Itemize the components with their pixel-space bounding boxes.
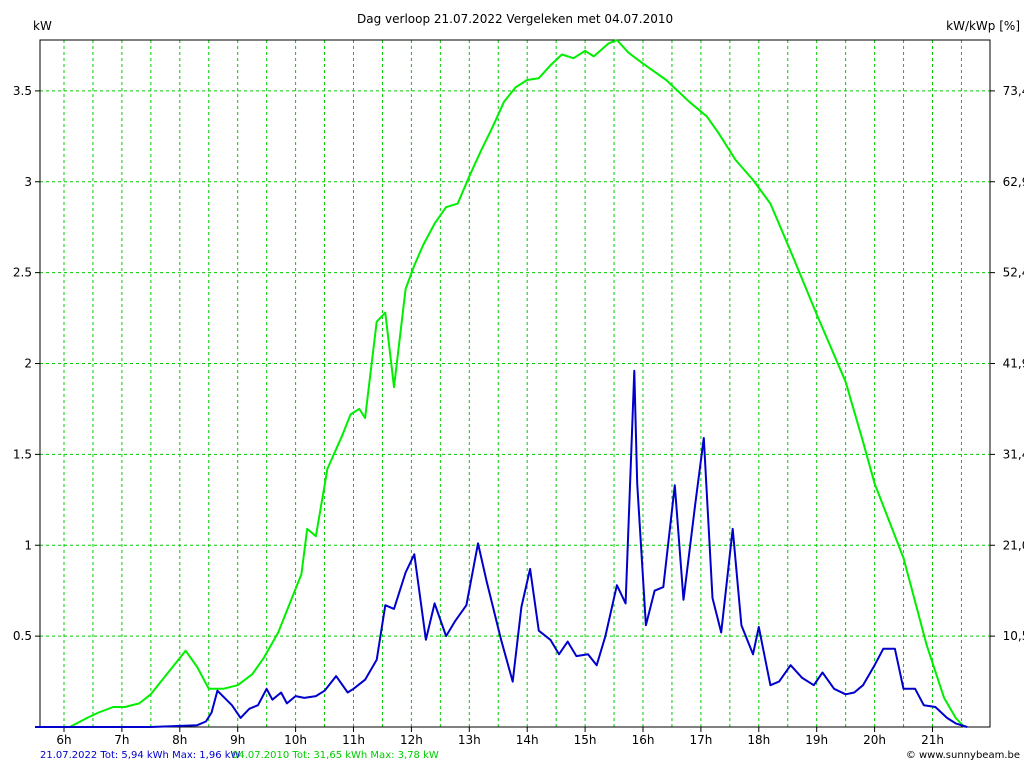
x-tick-label: 9h (230, 733, 245, 747)
chart-title: Dag verloop 21.07.2022 Vergeleken met 04… (357, 12, 674, 26)
x-tick-label: 11h (342, 733, 365, 747)
x-tick-label: 20h (863, 733, 886, 747)
right-axis-unit: kW/kWp [%] (946, 19, 1020, 33)
footer-green-stats: 04.07.2010 Tot: 31,65 kWh Max: 3,78 kW (232, 750, 439, 761)
x-tick-label: 18h (747, 733, 770, 747)
left-tick-label: 1.5 (13, 447, 32, 461)
left-tick-label: 0.5 (13, 629, 32, 643)
x-tick-label: 10h (284, 733, 307, 747)
right-tick-label: 41,9 (1003, 357, 1024, 371)
x-tick-label: 13h (458, 733, 481, 747)
x-tick-label: 8h (172, 733, 187, 747)
grid-lines (40, 40, 990, 727)
plot-border (39, 39, 991, 728)
left-tick-label: 3 (24, 175, 32, 189)
footer-site: © www.sunnybeam.be (905, 750, 1020, 761)
x-tick-label: 19h (805, 733, 828, 747)
x-tick-label: 12h (400, 733, 423, 747)
plot-area (40, 40, 990, 727)
x-tick-label: 21h (921, 733, 944, 747)
left-tick-label: 2.5 (13, 266, 32, 280)
x-axis-ticks: 6h 7h 8h 9h 10h 11h 12h 13h 14h 15h 16h 17h 18h 19h 20… (56, 727, 944, 747)
right-tick-label: 31,4 (1003, 447, 1024, 461)
x-tick-label: 7h (114, 733, 129, 747)
series-line-1 (35, 369, 968, 728)
x-tick-label: 17h (689, 733, 712, 747)
x-tick-label: 6h (56, 733, 71, 747)
left-axis-ticks: 0.5 1 1.5 2 2.5 3 3.5 (13, 84, 40, 643)
footer-blue-stats: 21.07.2022 Tot: 5,94 kWh Max: 1,96 kW (40, 750, 241, 761)
left-tick-label: 2 (24, 357, 32, 371)
x-tick-label: 15h (574, 733, 597, 747)
x-tick-label: 16h (632, 733, 655, 747)
series-line-0 (35, 39, 966, 728)
series-lines (35, 39, 968, 728)
right-tick-label: 52,4 (1003, 266, 1024, 280)
right-tick-label: 73,4 (1003, 84, 1024, 98)
right-tick-label: 21,0 (1003, 538, 1024, 552)
right-axis-ticks: 10,5 21,0 31,4 41,9 52,4 62,9 73,4 (990, 84, 1024, 643)
left-tick-label: 1 (24, 538, 32, 552)
left-axis-unit: kW (33, 19, 52, 33)
right-tick-label: 10,5 (1003, 629, 1024, 643)
right-tick-label: 62,9 (1003, 175, 1024, 189)
left-tick-label: 3.5 (13, 84, 32, 98)
x-tick-label: 14h (516, 733, 539, 747)
